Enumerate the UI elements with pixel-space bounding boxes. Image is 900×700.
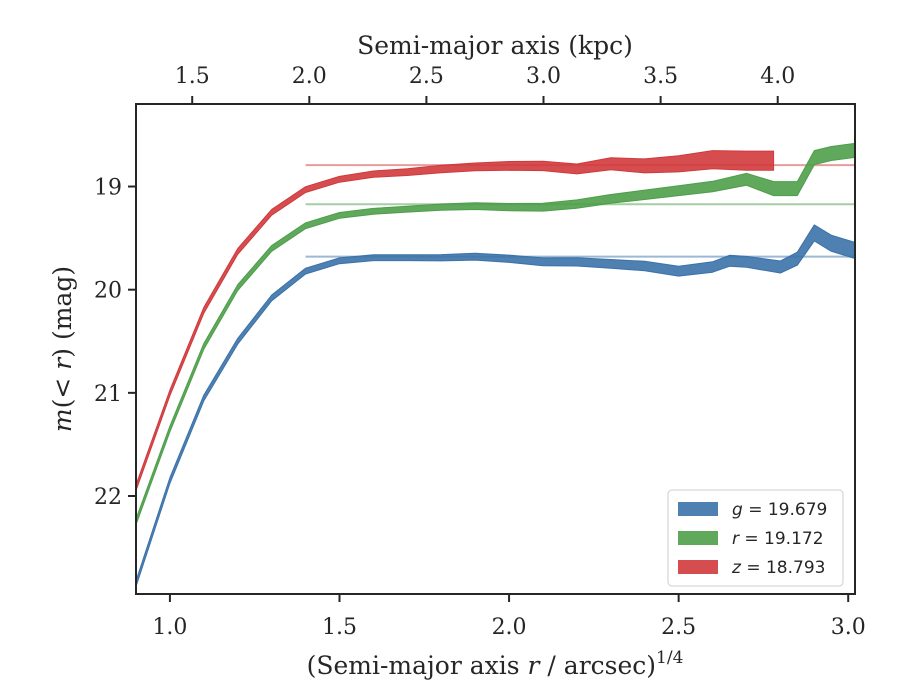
legend-item-r: r = 19.172 xyxy=(678,529,824,549)
x-tick-label: 3.0 xyxy=(831,615,866,640)
y-tick-label: 22 xyxy=(94,485,122,510)
legend-item-g: g = 19.679 xyxy=(678,500,827,520)
legend-label-g: g = 19.679 xyxy=(732,500,827,520)
x-tick-label: 1.0 xyxy=(152,615,187,640)
legend-swatch-r xyxy=(678,531,718,545)
legend-item-z: z = 18.793 xyxy=(678,558,825,578)
plot-frame xyxy=(135,103,856,595)
x-axis-title: (Semi-major axis r / arcsec)1/4 xyxy=(307,648,684,680)
series-band-r xyxy=(136,142,855,526)
series-band-z xyxy=(136,150,775,492)
legend-label-r: r = 19.172 xyxy=(732,529,824,549)
y-tick-label: 21 xyxy=(94,382,122,407)
x-tick-label: 1.5 xyxy=(322,615,357,640)
series-bands xyxy=(136,142,855,588)
top-tick-label: 3.5 xyxy=(643,64,678,89)
x-tick-label: 2.5 xyxy=(661,615,696,640)
top-axis-title: Semi-major axis (kpc) xyxy=(357,31,633,60)
bottom-axis-ticks: 1.0 1.5 2.0 2.5 3.0 xyxy=(152,594,866,640)
legend-label-z: z = 18.793 xyxy=(731,558,825,578)
y-axis-title: m(< r) (mag) xyxy=(48,266,77,432)
legend: g = 19.679 r = 19.172 z = 18.793 xyxy=(667,489,844,587)
plot-area xyxy=(136,142,855,588)
legend-swatch-z xyxy=(678,560,718,574)
legend-swatch-g xyxy=(678,502,718,516)
top-tick-label: 4.0 xyxy=(760,64,795,89)
top-tick-label: 2.5 xyxy=(409,64,444,89)
y-tick-label: 20 xyxy=(94,279,122,304)
top-axis-ticks: 1.5 2.0 2.5 3.0 3.5 4.0 xyxy=(175,64,795,104)
series-band-g xyxy=(136,224,855,588)
top-tick-label: 2.0 xyxy=(292,64,327,89)
top-tick-label: 1.5 xyxy=(175,64,210,89)
left-axis-ticks: 19 20 21 22 xyxy=(94,176,136,510)
x-tick-label: 2.0 xyxy=(492,615,527,640)
top-tick-label: 3.0 xyxy=(526,64,561,89)
y-tick-label: 19 xyxy=(94,176,122,201)
